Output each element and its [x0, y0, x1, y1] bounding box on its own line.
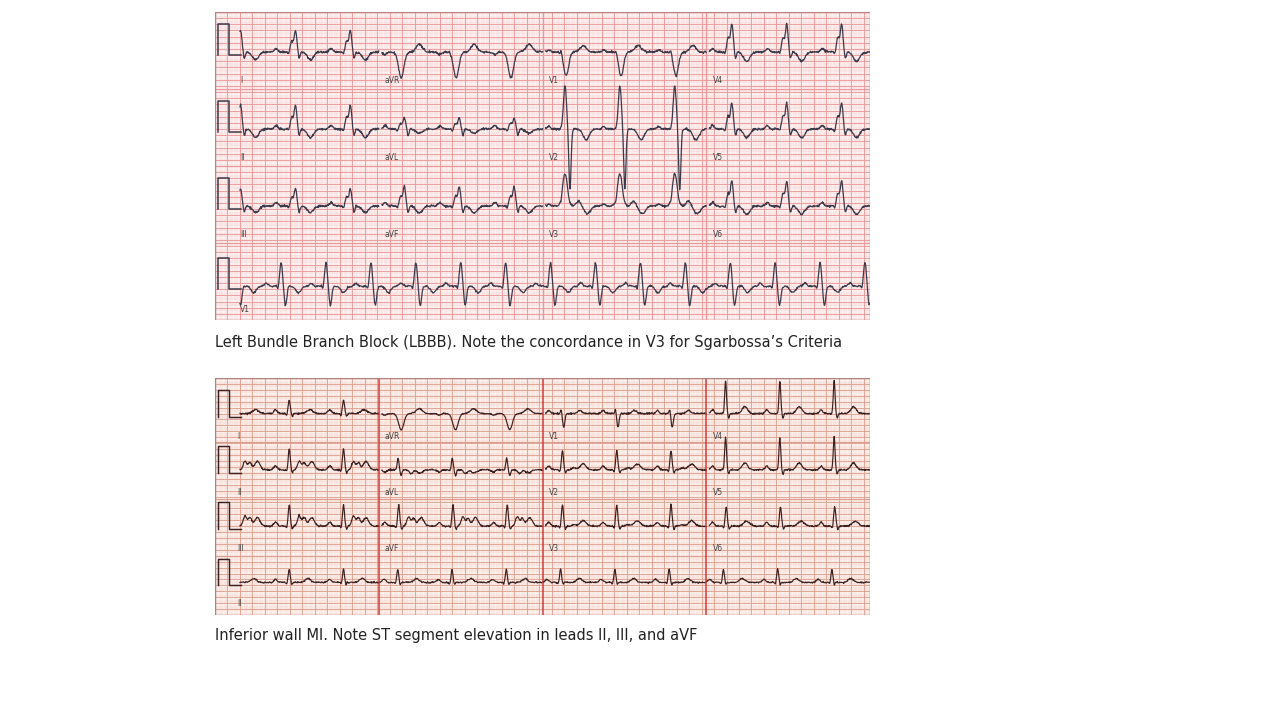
Text: aVL: aVL: [385, 153, 399, 162]
Text: V1: V1: [549, 432, 559, 441]
Text: Left Bundle Branch Block (LBBB). Note the concordance in V3 for Sgarbossa’s Crit: Left Bundle Branch Block (LBBB). Note th…: [215, 335, 842, 350]
Text: V4: V4: [713, 432, 723, 441]
Text: II: II: [237, 599, 242, 608]
Text: V5: V5: [713, 153, 723, 162]
Text: aVR: aVR: [385, 76, 401, 85]
Text: aVL: aVL: [385, 488, 399, 497]
Text: aVF: aVF: [385, 230, 399, 239]
Text: III: III: [237, 544, 243, 553]
Text: aVF: aVF: [385, 544, 399, 553]
Text: V2: V2: [549, 153, 559, 162]
Text: V2: V2: [549, 488, 559, 497]
Text: III: III: [239, 230, 247, 239]
Text: II: II: [237, 488, 242, 497]
Text: I: I: [239, 76, 242, 85]
Text: V5: V5: [713, 488, 723, 497]
Text: V3: V3: [549, 544, 559, 553]
Text: V3: V3: [549, 230, 559, 239]
Text: II: II: [239, 153, 244, 162]
Text: V6: V6: [713, 544, 723, 553]
Text: Inferior wall MI. Note ST segment elevation in leads II, III, and aVF: Inferior wall MI. Note ST segment elevat…: [215, 628, 698, 643]
Text: V1: V1: [239, 305, 250, 315]
Text: V4: V4: [713, 76, 723, 85]
Text: aVR: aVR: [385, 432, 401, 441]
Text: V6: V6: [713, 230, 723, 239]
Text: V1: V1: [549, 76, 559, 85]
Text: I: I: [237, 432, 239, 441]
